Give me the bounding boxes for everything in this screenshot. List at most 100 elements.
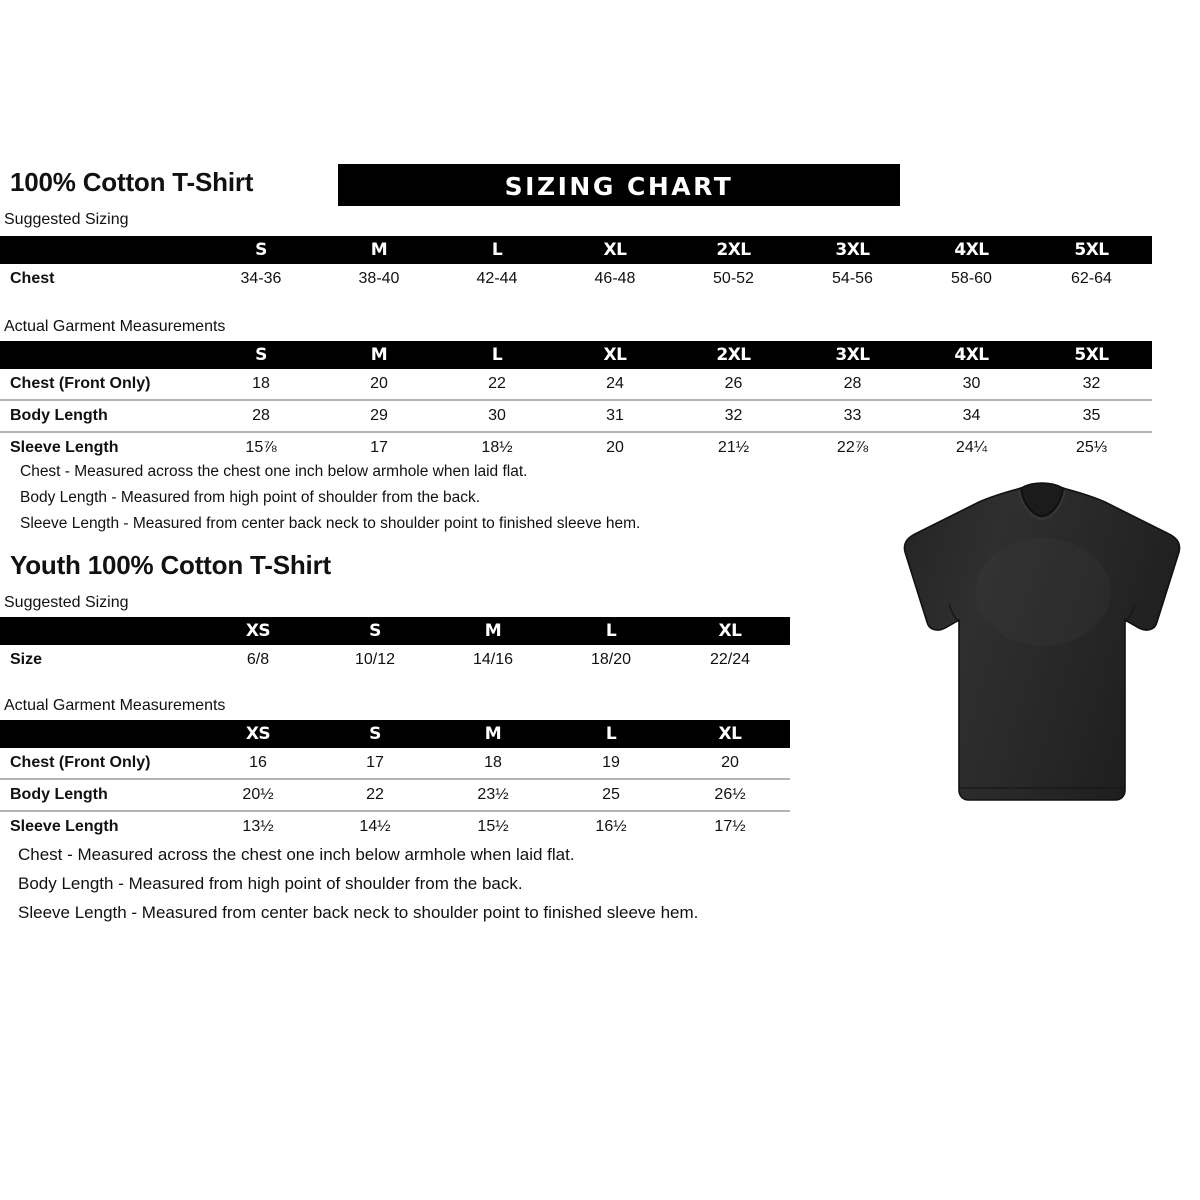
header-size-xl: XL xyxy=(603,240,627,260)
cell-chestfront-xs: 16 xyxy=(249,754,267,771)
header-corner-cell xyxy=(0,341,202,369)
adult-section-title: 100% Cotton T-Shirt xyxy=(10,167,254,197)
cell-sleevelength-m: 17 xyxy=(320,431,438,463)
header-size-l: L xyxy=(605,724,617,744)
header-size-4xl: 4XL xyxy=(954,345,989,365)
youth-section-title: Youth 100% Cotton T-Shirt xyxy=(10,550,331,580)
table-row: Chest 34-36 38-40 42-44 46-48 50-52 54-5… xyxy=(0,264,1152,294)
cell-chest-m: 38-40 xyxy=(358,270,400,287)
header-size-s: S xyxy=(255,345,267,365)
cell-size-s: 10/12 xyxy=(354,651,396,668)
cell-chest-l: 42-44 xyxy=(476,270,518,287)
header-size-s: S xyxy=(255,240,267,260)
header-size-xs: XS xyxy=(245,724,271,744)
cell-sleevelength-xs: 13½ xyxy=(200,810,316,842)
header-corner-cell xyxy=(0,617,200,645)
row-label-size: Size xyxy=(10,651,43,668)
cell-sleevelength-xl: 17½ xyxy=(670,810,790,842)
cell-sleevelength-3xl: 22⅞ xyxy=(793,431,912,463)
youth-suggested-sizing-label: Suggested Sizing xyxy=(4,594,129,611)
header-size-l: L xyxy=(605,621,617,641)
cell-bodylength-xs: 20½ xyxy=(200,778,316,811)
cell-bodylength-s: 28 xyxy=(202,399,320,432)
header-size-l: L xyxy=(491,240,503,260)
cell-bodylength-l: 25 xyxy=(552,778,670,811)
table-row: Chest (Front Only) 18 20 22 24 26 28 30 … xyxy=(0,369,1152,400)
cell-chestfront-m: 20 xyxy=(370,375,388,392)
table-row: Chest (Front Only) 16 17 18 19 20 xyxy=(0,748,790,779)
header-size-3xl: 3XL xyxy=(835,240,870,260)
cell-bodylength-m: 23½ xyxy=(434,778,552,811)
table-row: Body Length 28 29 30 31 32 33 34 35 xyxy=(0,399,1152,432)
cell-sleevelength-xl: 20 xyxy=(556,431,674,463)
cell-chestfront-s: 18 xyxy=(252,375,270,392)
cell-sleevelength-l: 18½ xyxy=(438,431,556,463)
cell-bodylength-2xl: 32 xyxy=(674,399,793,432)
header-corner-cell xyxy=(0,236,202,264)
row-label-chest: Chest xyxy=(10,270,55,287)
header-size-xl: XL xyxy=(718,621,742,641)
row-label-chest-front-only: Chest (Front Only) xyxy=(10,375,151,392)
cell-chest-4xl: 58-60 xyxy=(951,270,992,287)
table-row: Sleeve Length 15⅞ 17 18½ 20 21½ 22⅞ 24¼ … xyxy=(0,431,1152,463)
cell-chest-xl: 46-48 xyxy=(594,270,636,287)
cell-sleevelength-s: 14½ xyxy=(316,810,434,842)
cell-sleevelength-5xl: 25⅓ xyxy=(1031,431,1152,463)
cell-bodylength-xl: 26½ xyxy=(670,778,790,811)
adult-note-body-length: Body Length - Measured from high point o… xyxy=(20,489,481,506)
table-header-row: XS S M L XL xyxy=(0,720,790,748)
adult-actual-measurements-label: Actual Garment Measurements xyxy=(4,318,226,335)
youth-actual-measurements-table: XS S M L XL Chest (Front Only) 16 17 18 … xyxy=(0,720,790,842)
cell-size-l: 18/20 xyxy=(590,651,632,668)
header-size-s: S xyxy=(369,621,381,641)
row-label-body-length: Body Length xyxy=(0,778,200,811)
cell-chestfront-2xl: 26 xyxy=(724,375,743,392)
table-row: Sleeve Length 13½ 14½ 15½ 16½ 17½ xyxy=(0,810,790,842)
table-header-row: S M L XL 2XL 3XL 4XL 5XL xyxy=(0,236,1152,264)
cell-chestfront-4xl: 30 xyxy=(962,375,981,392)
header-size-s: S xyxy=(369,724,381,744)
cell-chest-3xl: 54-56 xyxy=(832,270,873,287)
row-label-sleeve-length: Sleeve Length xyxy=(0,431,202,463)
cell-bodylength-m: 29 xyxy=(320,399,438,432)
header-size-2xl: 2XL xyxy=(716,240,751,260)
header-size-xl: XL xyxy=(718,724,742,744)
cell-bodylength-l: 30 xyxy=(438,399,556,432)
header-corner-cell xyxy=(0,720,200,748)
cell-chest-5xl: 62-64 xyxy=(1071,270,1112,287)
youth-suggested-sizing-table: XS S M L XL Size 6/8 10/12 14/16 18/20 2… xyxy=(0,617,790,675)
cell-chest-2xl: 50-52 xyxy=(713,270,754,287)
header-size-2xl: 2XL xyxy=(716,345,751,365)
cell-chestfront-s: 17 xyxy=(366,754,384,771)
cell-sleevelength-s: 15⅞ xyxy=(202,431,320,463)
cell-chestfront-xl: 20 xyxy=(721,754,739,771)
sizing-chart-banner-label: SIZING CHART xyxy=(504,172,734,201)
cell-bodylength-5xl: 35 xyxy=(1031,399,1152,432)
cell-sleevelength-4xl: 24¼ xyxy=(912,431,1031,463)
header-size-m: M xyxy=(370,240,388,260)
cell-chest-s: 34-36 xyxy=(240,270,282,287)
header-size-5xl: 5XL xyxy=(1074,240,1109,260)
cell-chestfront-m: 18 xyxy=(484,754,502,771)
table-row: Body Length 20½ 22 23½ 25 26½ xyxy=(0,778,790,811)
row-label-chest-front-only: Chest (Front Only) xyxy=(10,754,151,771)
cell-sleevelength-m: 15½ xyxy=(434,810,552,842)
cell-chestfront-3xl: 28 xyxy=(843,375,862,392)
header-size-4xl: 4XL xyxy=(954,240,989,260)
cell-size-xl: 22/24 xyxy=(709,651,751,668)
header-size-m: M xyxy=(484,621,502,641)
sizing-chart-banner: SIZING CHART xyxy=(338,164,900,206)
adult-actual-measurements-table: S M L XL 2XL 3XL 4XL 5XL Chest (Front On… xyxy=(0,341,1152,463)
table-row: Size 6/8 10/12 14/16 18/20 22/24 xyxy=(0,645,790,675)
cell-chestfront-l: 19 xyxy=(602,754,620,771)
adult-suggested-sizing-table: S M L XL 2XL 3XL 4XL 5XL Chest 34-36 38-… xyxy=(0,236,1152,294)
adult-note-sleeve-length: Sleeve Length - Measured from center bac… xyxy=(20,515,641,532)
cell-bodylength-3xl: 33 xyxy=(793,399,912,432)
header-size-m: M xyxy=(484,724,502,744)
youth-note-chest: Chest - Measured across the chest one in… xyxy=(18,845,575,864)
cell-bodylength-xl: 31 xyxy=(556,399,674,432)
cell-size-xs: 6/8 xyxy=(246,651,270,668)
cell-bodylength-s: 22 xyxy=(316,778,434,811)
t-shirt-illustration xyxy=(893,472,1191,810)
